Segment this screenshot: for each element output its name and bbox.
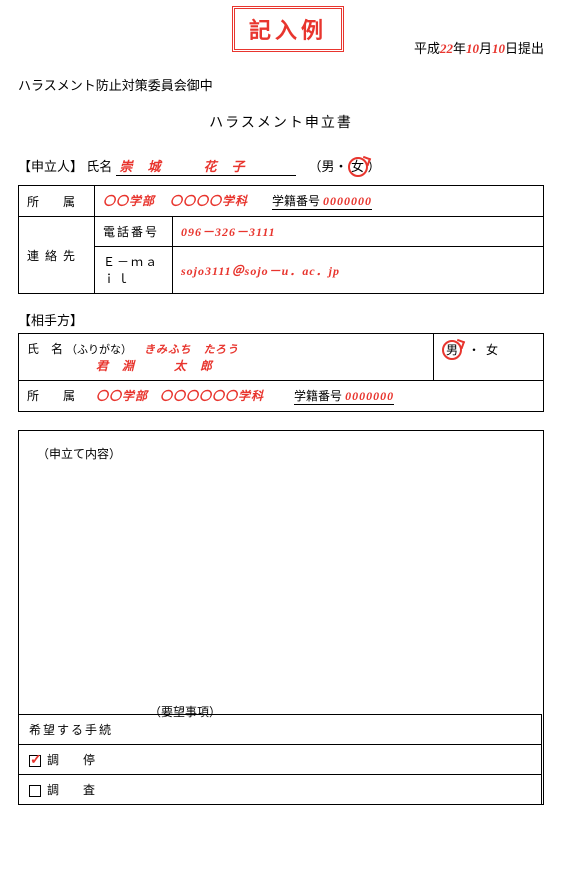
date-suffix: 日提出 [505, 41, 544, 56]
opponent-affiliation-value2: 〇〇〇〇〇〇学科 [160, 389, 264, 403]
email-value: sojo3111＠sojo－u．ac．jp [181, 264, 340, 278]
year-unit: 年 [453, 41, 466, 56]
applicant-gender-circle: 女 [348, 157, 368, 177]
opt2-label: 調 査 [47, 783, 101, 797]
opponent-student-id-value: 0000000 [345, 389, 394, 403]
opponent-affiliation-label: 所 属 [27, 389, 81, 403]
day-value: 10 [492, 41, 505, 56]
checkbox-mediation[interactable] [29, 755, 41, 767]
addressee: ハラスメント防止対策委員会御中 [18, 75, 544, 94]
checkbox-investigation[interactable] [29, 785, 41, 797]
opponent-student-id-label: 学籍番号 [294, 389, 342, 403]
procedure-opt1[interactable]: 調 停 [19, 745, 542, 775]
opponent-student-id-field: 学籍番号 0000000 [294, 387, 394, 405]
opponent-gender-other: 女 [486, 343, 498, 357]
gender-dot: ・ [335, 159, 348, 174]
affiliation-value2: 〇〇〇〇学科 [170, 194, 248, 208]
contact-label: 連絡先 [19, 217, 95, 294]
year-value: 22 [440, 41, 453, 56]
applicant-section-label: 【申立人】 [18, 159, 83, 174]
name-label: 氏名 [86, 159, 112, 174]
opponent-affiliation-cell: 所 属 〇〇学部 〇〇〇〇〇〇学科 学籍番号 0000000 [19, 381, 544, 412]
phone-label: 電話番号 [95, 217, 173, 247]
opponent-table: 氏 名 （ふりがな） きみふち たろう 君 淵 太 郎 男 ・ 女 所 属 〇〇… [18, 333, 544, 412]
content-label: （申立て内容） [19, 431, 543, 476]
content-box: （申立て内容） （要望事項） 希望する手続 調 停 調 査 [18, 430, 544, 805]
opponent-name-cell: 氏 名 （ふりがな） きみふち たろう 君 淵 太 郎 [19, 334, 434, 381]
era-label: 平成 [414, 41, 440, 56]
opponent-gender-selected: 男 [446, 343, 458, 357]
procedure-table: 希望する手続 調 停 調 査 [18, 714, 542, 805]
opponent-name-value: 君 淵 太 郎 [96, 359, 213, 373]
month-unit: 月 [479, 41, 492, 56]
opponent-gender-circle: 男 [442, 340, 462, 360]
applicant-name-value: 崇 城 花 子 [116, 156, 296, 176]
applicant-table: 所 属 〇〇学部 〇〇〇〇学科 学籍番号 0000000 連絡先 電話番号 09… [18, 185, 544, 294]
document-title: ハラスメント申立書 [18, 112, 544, 132]
applicant-section: 【申立人】 氏名 崇 城 花 子 （男・女） [18, 156, 544, 177]
month-value: 10 [466, 41, 479, 56]
opt1-label: 調 停 [47, 753, 101, 767]
procedure-opt2[interactable]: 調 査 [19, 775, 542, 805]
opponent-gender-cell: 男 ・ 女 [434, 334, 544, 381]
affiliation-cell: 〇〇学部 〇〇〇〇学科 学籍番号 0000000 [95, 186, 544, 217]
gender-prefix: （男 [309, 159, 335, 174]
student-id-label: 学籍番号 [272, 194, 320, 208]
student-id-value: 0000000 [323, 194, 372, 208]
affiliation-label: 所 属 [19, 186, 95, 217]
email-label: Ｅ－ｍａｉｌ [95, 247, 173, 294]
procedure-label: 希望する手続 [19, 715, 542, 745]
example-stamp: 記入例 [232, 6, 344, 52]
opponent-gender-dot: ・ [468, 343, 480, 357]
applicant-gender-selected: 女 [351, 159, 364, 174]
opponent-furigana: きみふち たろう [144, 344, 239, 356]
phone-value: 096－326－3111 [181, 225, 276, 239]
affiliation-value1: 〇〇学部 [103, 194, 155, 208]
opponent-name-label: 氏 名 [27, 342, 63, 356]
student-id-field: 学籍番号 0000000 [272, 192, 372, 210]
opponent-affiliation-value1: 〇〇学部 [96, 389, 148, 403]
opponent-section-label: 【相手方】 [18, 310, 544, 329]
furigana-label: （ふりがな） [66, 344, 132, 356]
